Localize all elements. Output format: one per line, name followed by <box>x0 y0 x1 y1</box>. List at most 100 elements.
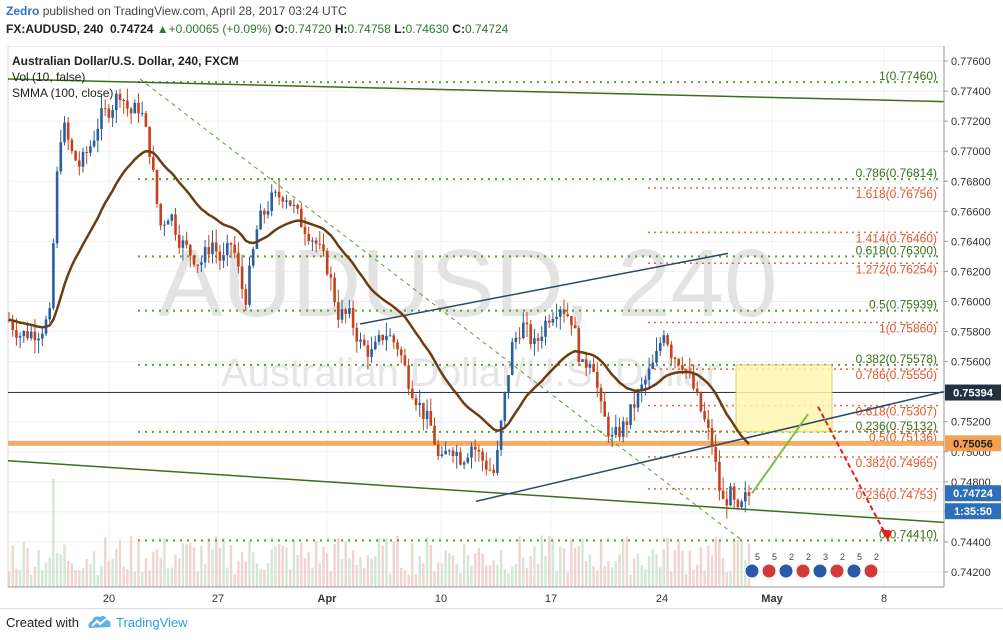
time-axis[interactable]: 20 27 Apr 10 17 24 May 8 <box>8 586 944 605</box>
candle-body <box>621 421 625 437</box>
volume-bar <box>422 563 425 587</box>
event-count: 5 <box>857 552 862 562</box>
volume-bar <box>607 560 610 587</box>
candle-body <box>15 330 18 338</box>
flag-icon[interactable] <box>761 563 777 579</box>
candle-body <box>559 309 562 317</box>
candle-body <box>129 108 133 114</box>
candle-body <box>496 449 499 473</box>
volume-bar <box>26 548 29 587</box>
candle-body <box>152 156 155 171</box>
candle-body <box>636 391 640 408</box>
volume-bar <box>329 571 333 587</box>
candle-body <box>159 203 162 226</box>
candle-body <box>189 244 192 256</box>
fib-extension-label: 0.5(0.75136) <box>869 430 937 444</box>
volume-bar <box>33 566 37 587</box>
candle-body <box>703 411 706 420</box>
open-value: 0.74720 <box>288 22 332 36</box>
volume-bar <box>303 558 307 587</box>
flag-icon[interactable] <box>778 563 794 579</box>
volume-bar <box>270 549 273 587</box>
flag-icon[interactable] <box>744 563 760 579</box>
candle-body <box>285 200 288 202</box>
candle-body <box>451 450 455 456</box>
volume-bar <box>366 555 370 587</box>
volume-bar <box>144 558 148 587</box>
candle-body <box>296 204 299 209</box>
flag-icon[interactable] <box>863 563 879 579</box>
price-chart[interactable]: AUDUSD, 240 Australian Dollar/U.S. Dolla… <box>0 45 1003 610</box>
volume-bar <box>585 561 588 587</box>
fib-retracement-label: 0(0.74410) <box>879 527 937 541</box>
volume-bar <box>707 545 710 587</box>
candle-body <box>736 499 740 508</box>
volume-bar <box>407 574 410 587</box>
flag-icon[interactable] <box>846 563 862 579</box>
volume-bar <box>677 541 680 587</box>
candle-body <box>11 320 14 331</box>
volume-bar <box>551 538 555 587</box>
candle-body <box>222 255 225 261</box>
author-link[interactable]: Zedro <box>6 4 40 18</box>
volume-bar <box>207 537 210 587</box>
y-tick-label: 0.76000 <box>951 296 991 308</box>
volume-bar <box>566 572 569 587</box>
candle-body <box>41 333 44 339</box>
volume-bar <box>466 555 469 587</box>
price-axis[interactable]: 0.77600 0.77400 0.77200 0.77000 0.76800 0.766… <box>943 46 1001 587</box>
volume-bar <box>474 553 477 587</box>
volume-bar <box>740 542 743 587</box>
volume-bar <box>78 570 81 587</box>
volume-bar <box>562 548 566 587</box>
x-tick-label: Apr <box>318 593 338 605</box>
volume-bar <box>85 559 88 587</box>
volume-bar <box>522 557 525 587</box>
x-tick-label: 8 <box>881 593 887 605</box>
volume-bar <box>181 542 185 587</box>
legend-smma[interactable]: SMMA (100, close) <box>12 86 113 100</box>
candle-body <box>203 246 207 263</box>
volume-bar <box>544 555 547 587</box>
indicator-legend: Australian Dollar/U.S. Dollar, 240, FXCM… <box>12 54 239 100</box>
price-label-box <box>945 384 1001 401</box>
tradingview-logo-icon[interactable] <box>86 613 112 631</box>
candle-body <box>263 210 266 215</box>
candle-body <box>277 191 281 198</box>
candle-body <box>26 331 29 339</box>
volume-bar <box>721 557 725 587</box>
volume-bar <box>437 562 440 587</box>
candle-body <box>174 214 177 235</box>
volume-bar <box>81 567 85 587</box>
volume-bar <box>736 540 740 587</box>
candle-body <box>337 302 340 320</box>
candle-body <box>544 320 547 337</box>
flag-icon[interactable] <box>795 563 811 579</box>
candle-body <box>385 335 388 341</box>
watermark-main: AUDUSD, 240 <box>159 230 778 337</box>
high-label: H: <box>334 22 348 36</box>
volume-bar <box>104 537 107 587</box>
flag-icon[interactable] <box>812 563 828 579</box>
chart-area[interactable]: AUDUSD, 240 Australian Dollar/U.S. Dolla… <box>0 45 1003 610</box>
tradingview-link[interactable]: TradingView <box>116 615 188 630</box>
flag-icon[interactable] <box>829 563 845 579</box>
candle-body <box>55 171 59 244</box>
candle-body <box>651 362 655 369</box>
candle-body <box>344 309 347 314</box>
volume-bar <box>359 557 362 587</box>
candle-body <box>48 308 51 320</box>
legend-vol[interactable]: Vol (10, false) <box>12 70 85 84</box>
candle-body <box>259 210 262 230</box>
candle-body <box>481 451 484 461</box>
price-label-text: 0.75394 <box>953 388 994 400</box>
candle-body <box>747 492 751 496</box>
volume-bar <box>577 546 580 587</box>
candle-body <box>78 160 81 167</box>
candle-body <box>596 371 599 388</box>
event-count: 2 <box>874 552 879 562</box>
fib-retracement-label: 0.618(0.76300) <box>856 243 937 257</box>
candle-body <box>111 110 114 118</box>
candle-body <box>692 373 695 389</box>
candle-body <box>510 342 514 375</box>
